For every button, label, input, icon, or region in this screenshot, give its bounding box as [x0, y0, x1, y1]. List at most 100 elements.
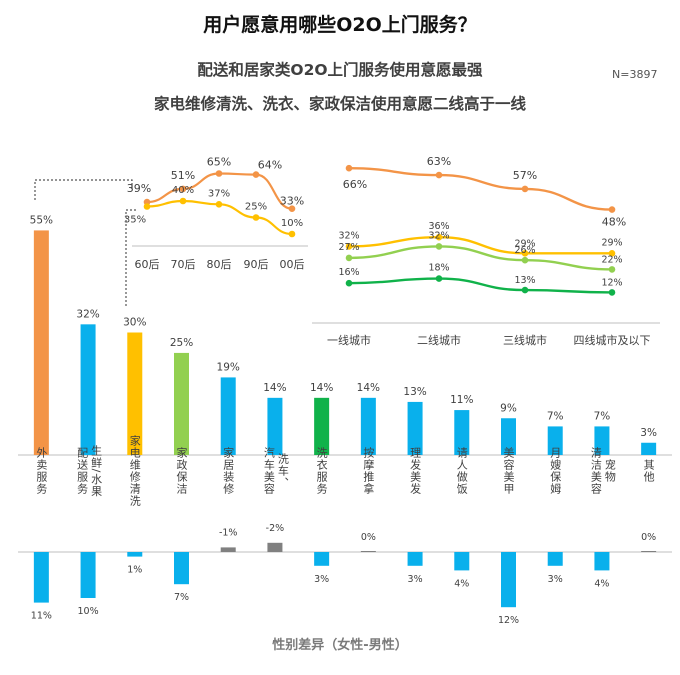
gender-diff-label-6: 3%	[314, 574, 329, 585]
age-category-label-3: 90后	[244, 258, 269, 271]
category-label-5-1: 洗车、	[276, 453, 289, 489]
city-series-3-label-2: 13%	[514, 275, 535, 286]
age-category-label-2: 80后	[207, 258, 232, 271]
gender-diff-bar-12	[594, 552, 610, 571]
gender-diff-bar-11	[547, 552, 563, 566]
bar-7	[360, 397, 376, 455]
gender-diff-bar-4	[220, 547, 236, 552]
city-series-2-point-2	[521, 256, 529, 264]
city-category-label-0: 一线城市	[327, 333, 371, 347]
city-series-1-point-3	[608, 250, 616, 257]
category-label-4-0: 家居装修	[222, 446, 235, 495]
city-series-2-point-0	[345, 254, 353, 262]
age-category-label-4: 00后	[280, 258, 305, 271]
city-series-0-label-1: 63%	[427, 155, 451, 168]
age-series-1-point-2	[215, 201, 223, 208]
category-label-9-0: 请人做饭	[455, 447, 468, 495]
age-series-1-point-3	[252, 214, 260, 221]
city-series-0-point-1	[435, 171, 443, 179]
bar-4	[220, 377, 236, 455]
category-label-8-0: 理发美发	[409, 447, 422, 495]
age-series-1-label-4: 10%	[281, 218, 303, 229]
bar-1	[80, 324, 96, 455]
city-series-1-point-1	[435, 233, 443, 241]
city-series-0-point-2	[521, 185, 529, 193]
category-label-1-1: 生鲜/水果	[90, 443, 103, 497]
bar-5	[267, 397, 283, 455]
category-label-3-0: 家政保洁	[175, 446, 188, 495]
category-label-13-0: 其他	[642, 459, 655, 483]
bar-9	[454, 410, 470, 455]
gender-diff-bar-7	[360, 551, 376, 552]
age-series-1-label-0: 35%	[124, 215, 146, 226]
bar-value-label-1: 32%	[76, 308, 99, 320]
age-series-1-label-1: 40%	[172, 185, 194, 196]
bar-value-label-0: 55%	[30, 214, 53, 226]
gender-diff-bar-8	[407, 552, 423, 566]
age-series-0-point-4	[288, 205, 296, 212]
gender-diff-bar-10	[501, 552, 516, 608]
bar-value-label-8: 13%	[403, 386, 426, 398]
bar-value-label-5: 14%	[263, 382, 286, 394]
city-series-line-0	[348, 167, 613, 211]
city-series-3-label-0: 16%	[338, 267, 359, 278]
gender-diff-label-1: 10%	[78, 606, 99, 617]
gender-diff-bar-2	[127, 552, 143, 557]
city-category-label-3: 四线城市及以下	[574, 333, 651, 347]
category-label-5-0: 汽车美容	[262, 446, 275, 495]
city-series-0-label-3: 48%	[602, 216, 626, 229]
bar-10	[501, 418, 516, 455]
age-series-0-label-0: 39%	[127, 182, 151, 195]
gender-diff-label-0: 11%	[31, 611, 52, 622]
age-series-0-point-3	[252, 171, 260, 178]
gender-diff-label-5: -2%	[266, 523, 285, 534]
gender-diff-label-10: 12%	[498, 615, 519, 626]
category-label-11-0: 月嫂保姆	[549, 447, 562, 495]
bar-value-label-11: 7%	[547, 410, 564, 422]
city-series-1-label-2: 29%	[514, 238, 535, 249]
city-series-0-label-2: 57%	[513, 169, 537, 182]
gender-diff-bar-3	[174, 552, 189, 585]
city-series-2-label-3: 22%	[601, 254, 622, 265]
category-label-1-0: 配送服务	[76, 447, 89, 495]
subtitle-line-2: 家电维修清洗、洗衣、家政保洁使用意愿二线高于一线	[153, 95, 526, 113]
bar-3	[174, 352, 189, 455]
bar-8	[407, 401, 423, 455]
bar-value-label-10: 9%	[500, 402, 517, 414]
bar-11	[547, 426, 563, 455]
age-series-1-label-3: 25%	[245, 202, 267, 213]
bar-2	[127, 332, 143, 455]
city-series-1-label-0: 32%	[338, 230, 359, 241]
age-series-1-point-4	[288, 230, 296, 238]
gender-diff-bar-5	[267, 542, 283, 552]
category-label-10-0: 美容美甲	[502, 447, 515, 495]
city-category-label-1: 二线城市	[417, 333, 461, 347]
age-category-label-1: 70后	[171, 258, 196, 271]
gender-diff-label-11: 3%	[548, 574, 563, 585]
gender-diff-label-2: 1%	[127, 565, 142, 576]
bar-value-label-4: 19%	[217, 361, 240, 373]
age-series-0-point-2	[215, 170, 223, 177]
city-series-line-1	[348, 235, 612, 255]
age-series-1-point-1	[179, 197, 187, 205]
age-series-0-label-1: 51%	[171, 169, 195, 182]
city-series-line-3	[348, 277, 613, 294]
city-series-3-label-3: 12%	[601, 277, 622, 288]
age-series-0-label-2: 65%	[207, 156, 231, 169]
bar-value-label-6: 14%	[310, 382, 333, 394]
age-series-1-label-2: 37%	[208, 188, 230, 199]
category-label-0-0: 外卖服务	[35, 447, 48, 495]
subtitle-line-1: 配送和居家类O2O上门服务使用意愿最强	[197, 61, 483, 79]
age-series-0-point-1	[179, 185, 187, 193]
gender-diff-axis-label: 性别差异（女性-男性）	[272, 638, 408, 653]
category-label-7-0: 按摩推拿	[362, 446, 375, 495]
gender-diff-label-12: 4%	[594, 578, 609, 589]
bar-6	[314, 397, 330, 455]
callout-connector-takeout	[34, 179, 133, 200]
city-series-3-point-0	[345, 279, 353, 287]
bar-12	[594, 426, 610, 455]
city-series-3-label-1: 18%	[428, 263, 449, 274]
gender-diff-bar-0	[33, 552, 49, 603]
city-series-2-point-1	[435, 243, 443, 250]
